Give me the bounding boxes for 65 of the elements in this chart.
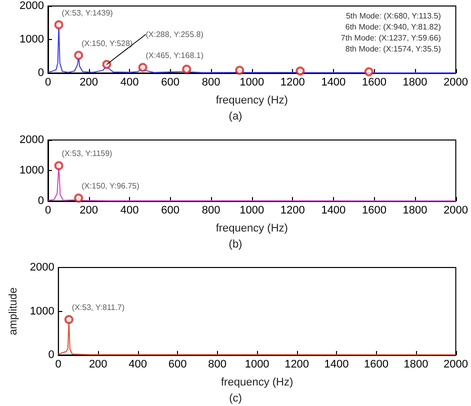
y-tick-label: 1000 [20,34,44,46]
x-tick-label: 800 [208,358,227,370]
x-tick-label: 2000 [444,204,468,216]
y-axis-title: amplitude [8,287,20,336]
x-tick-label: 1000 [240,204,264,216]
x-tick-label: 200 [80,76,98,88]
x-tick-label: 600 [168,358,187,370]
y-tick-label: 2000 [30,262,54,274]
annotation: (X:465, Y:168.1) [146,50,204,60]
point [74,50,84,60]
x-tick-label: 400 [128,358,148,370]
y-tick-label: 1000 [20,164,44,176]
annotation: 8th Mode: (X:1574, Y:35.5) [345,44,442,54]
x-tick-label: 1600 [362,204,386,216]
x-tick-label: 1400 [321,204,346,216]
x-tick-label: 800 [202,76,220,88]
annotation: (X:288, Y:255.8) [146,30,204,39]
x-tick-label: 600 [161,76,180,88]
x-tick-label: 1400 [321,76,346,88]
x-tick-label: 400 [120,76,139,88]
x-tick-label: 1600 [362,76,386,88]
x-tick-label: 1400 [324,358,349,370]
x-tick-label: 1800 [402,76,428,88]
x-tick-label: 800 [202,204,220,216]
text: (b) [228,238,242,250]
y-tick-label: 0 [38,67,44,79]
x-axis-title: frequency (Hz) [216,222,288,234]
point [102,60,112,69]
y-tick-label: 2000 [20,0,44,12]
x-tick-label: 1600 [364,358,389,370]
x-axis-title: frequency (Hz) [220,376,294,388]
point [235,66,244,75]
x-tick-label: 1000 [244,358,270,370]
x-tick-label: 2000 [444,358,468,370]
point [138,62,148,72]
point [296,66,305,76]
x-axis-title: frequency (Hz) [216,94,288,106]
annotation: 5th Mode: (X:680, Y:113.5) [346,12,442,20]
annotation: 7th Mode: (X:1237, Y:59.66) [340,34,442,42]
annotation: (X:53, Y:1159) [62,149,113,158]
x-tick-label: 600 [161,204,180,216]
x-tick-label: 2000 [444,76,468,88]
annotation: (X:53, Y:1439) [62,8,114,18]
x-tick-label: 1800 [404,358,428,370]
y-tick-label: 2000 [20,134,44,146]
x-tick-label: 400 [120,204,139,216]
x-tick-label: 200 [88,358,108,370]
text: (c) [229,392,242,404]
point [182,64,192,74]
x-tick-label: 1200 [280,204,305,216]
y-tick-label: 0 [38,195,44,207]
y-tick-label: 1000 [30,305,54,318]
y-tick-label: 0 [48,349,54,361]
x-tick-label: 1000 [240,76,264,88]
point [54,20,64,30]
text: (a) [228,110,242,122]
x-tick-label: 1800 [402,204,428,216]
annotation: (X:150, Y:96.75) [82,182,140,191]
x-tick-label: 1200 [280,76,305,88]
x-tick-label: 200 [80,204,98,216]
annotation: (X:150, Y:528) [82,38,133,48]
point [364,67,374,76]
annotation: (X:53, Y:811.7) [72,302,125,312]
x-tick-label: 1200 [284,358,310,370]
annotation: 6th Mode: (X:940, Y:81.82) [345,22,442,32]
